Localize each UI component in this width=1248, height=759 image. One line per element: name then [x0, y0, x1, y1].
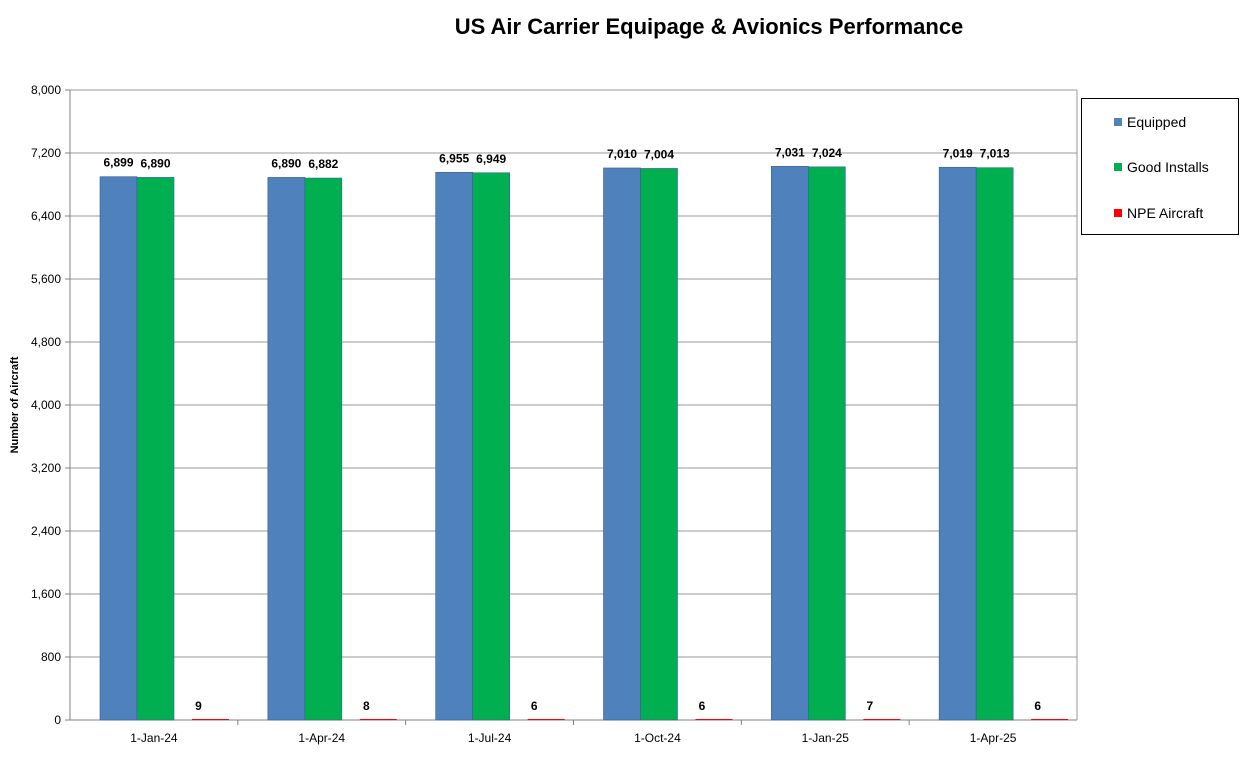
x-tick-label: 1-Apr-24 — [298, 731, 345, 745]
y-tick-label: 1,600 — [31, 587, 61, 601]
bar-good-installs — [136, 177, 175, 721]
bar-good-installs — [975, 167, 1014, 721]
data-label-good-installs: 7,004 — [644, 147, 674, 161]
data-label-npe-aircraft: 7 — [866, 699, 873, 713]
legend-item-npe-aircraft: NPE Aircraft — [1114, 205, 1203, 221]
bar-equipped — [771, 166, 809, 721]
bar-npe-aircraft — [192, 719, 229, 720]
x-tick-label: 1-Jul-24 — [468, 731, 512, 745]
data-label-npe-aircraft: 9 — [195, 699, 202, 713]
x-tick-label: 1-Apr-25 — [970, 731, 1017, 745]
legend-item-good-installs: Good Installs — [1114, 159, 1209, 175]
y-tick-label: 4,000 — [31, 398, 61, 412]
y-tick-label: 7,200 — [31, 146, 61, 160]
y-tick-label: 6,400 — [31, 209, 61, 223]
chart-title: US Air Carrier Equipage & Avionics Perfo… — [455, 14, 964, 39]
data-label-equipped: 6,890 — [271, 156, 301, 170]
bar-good-installs — [304, 177, 343, 721]
legend-swatch-npe-aircraft — [1114, 209, 1122, 217]
bar-npe-aircraft — [695, 719, 733, 720]
bar-good-installs — [472, 172, 510, 721]
data-label-good-installs: 7,024 — [812, 146, 842, 160]
legend-swatch-good-installs — [1114, 163, 1122, 171]
x-tick-label: 1-Oct-24 — [634, 731, 681, 745]
y-tick-label: 8,000 — [31, 83, 61, 97]
data-label-npe-aircraft: 8 — [363, 699, 370, 713]
bar-equipped — [603, 167, 641, 721]
legend-item-equipped: Equipped — [1114, 114, 1186, 130]
data-label-good-installs: 6,882 — [308, 157, 338, 171]
legend-label-good-installs: Good Installs — [1127, 159, 1209, 175]
bar-equipped — [99, 176, 138, 721]
data-label-good-installs: 6,890 — [140, 156, 170, 170]
x-tick-label: 1-Jan-25 — [802, 731, 850, 745]
bar-good-installs — [808, 166, 846, 721]
y-axis-label: Number of Aircraft — [9, 356, 21, 453]
data-label-npe-aircraft: 6 — [699, 699, 706, 713]
y-tick-label: 3,200 — [31, 461, 61, 475]
legend-swatch-equipped — [1114, 118, 1122, 126]
y-tick-label: 800 — [41, 650, 61, 664]
data-label-equipped: 6,899 — [103, 156, 133, 170]
bar-equipped — [267, 177, 306, 721]
legend-label-equipped: Equipped — [1127, 114, 1187, 130]
bar-npe-aircraft — [527, 719, 565, 720]
plot-area: 0 800 1,600 2,400 3,200 4,000 4,800 5,600 6,400 7… — [31, 83, 1078, 745]
bar-npe-aircraft — [863, 719, 901, 720]
y-tick-label: 5,600 — [31, 272, 61, 286]
data-label-good-installs: 7,013 — [980, 147, 1010, 161]
bar-equipped — [435, 171, 473, 721]
bar-equipped — [938, 166, 977, 721]
data-label-good-installs: 6,949 — [476, 152, 506, 166]
data-label-equipped: 7,019 — [943, 146, 973, 160]
y-tick-label: 0 — [54, 713, 61, 727]
y-tick-label: 2,400 — [31, 524, 61, 538]
x-tick-label: 1-Jan-24 — [130, 731, 178, 745]
bar-npe-aircraft — [1031, 719, 1069, 720]
bar-npe-aircraft — [359, 719, 397, 720]
data-label-equipped: 6,955 — [439, 151, 469, 165]
data-label-npe-aircraft: 6 — [531, 699, 538, 713]
data-label-npe-aircraft: 6 — [1034, 699, 1041, 713]
y-tick-label: 4,800 — [31, 335, 61, 349]
data-label-equipped: 7,031 — [775, 145, 805, 159]
bar-good-installs — [640, 168, 678, 721]
legend-label-npe-aircraft: NPE Aircraft — [1127, 205, 1204, 221]
legend: Equipped Good Installs NPE Aircraft — [1081, 98, 1239, 235]
data-label-equipped: 7,010 — [607, 147, 637, 161]
